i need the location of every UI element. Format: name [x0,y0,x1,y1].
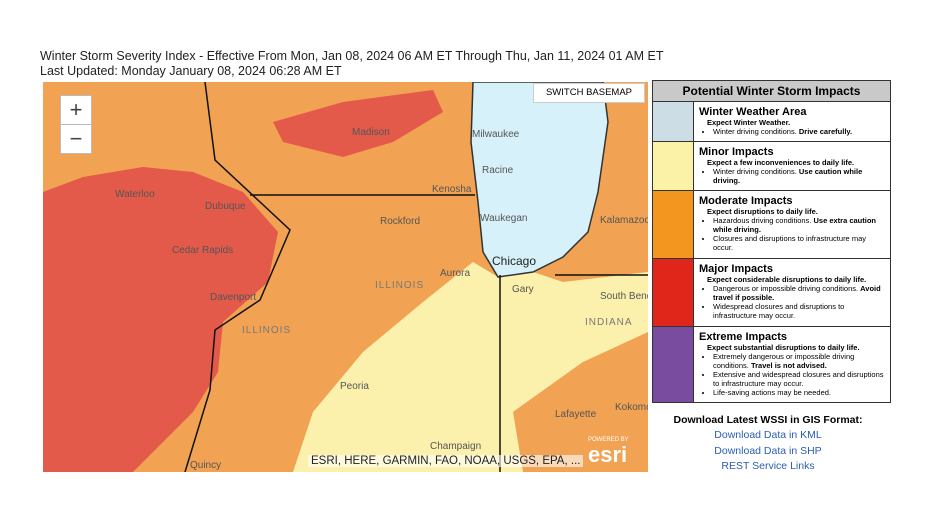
legend-row: Minor Impacts Expect a few inconveniences… [653,142,890,191]
place-label: Waukegan [480,213,528,224]
bullet-bold: Avoid travel if possible. [713,284,881,302]
legend-row: Major Impacts Expect considerable disrupt… [653,259,890,327]
impact-summary: Expect disruptions to daily life. [707,207,818,216]
bullet-text: Winter driving conditions. [713,167,797,176]
title: Winter Storm Severity Index - Effective … [40,49,664,63]
place-label: Cedar Rapids [172,245,234,256]
place-label: Rockford [380,216,421,227]
place-label: Aurora [440,268,471,279]
impact-bullets: Hazardous driving conditions. Use extra … [699,216,886,252]
place-label: Kalamazoo [600,215,648,226]
impact-bullets: Extremely dangerous or impossible drivin… [699,352,886,397]
legend-text: Minor Impacts Expect a few inconveniences… [694,142,890,190]
place-label: Waterloo [115,189,155,200]
map[interactable]: + − SWITCH BASEMAP ESRI, HERE, GARMIN, F… [43,82,648,472]
place-label: Chicago [492,254,537,268]
basemap-button[interactable]: SWITCH BASEMAP [533,83,645,103]
bullet-bold: Use extra caution while driving. [713,216,877,234]
legend-row: Moderate Impacts Expect disruptions to da… [653,191,890,259]
impact-summary: Expect Winter Weather. [707,118,791,127]
legend-swatch [653,327,694,402]
bullet: Dangerous or impossible driving conditio… [713,284,886,302]
impact-name: Major Impacts [699,263,773,275]
download-link[interactable]: REST Service Links [721,460,815,472]
legend: Potential Winter Storm Impacts Winter We… [652,80,891,403]
bullet-text: Closures and disruptions to infrastructu… [713,234,866,252]
place-label: Champaign [430,441,482,452]
place-label: Madison [352,127,390,138]
place-label: Quincy [190,460,222,471]
legend-swatch [653,102,694,141]
place-label: Kokomo [615,402,648,413]
bullet: Winter driving conditions. Drive careful… [713,127,852,136]
bullet: Life-saving actions may be needed. [713,388,886,397]
place-label: Gary [512,284,534,295]
impact-name: Moderate Impacts [699,195,793,207]
legend-text: Moderate Impacts Expect disruptions to da… [694,191,890,258]
place-label: Davenport [210,292,257,303]
impact-summary: Expect considerable disruptions to daily… [707,275,867,284]
legend-swatch [653,259,694,326]
bullet-bold: Travel is not advised. [750,361,827,370]
zoom-in[interactable]: + [60,95,92,125]
impact-summary: Expect substantial disruptions to daily … [707,343,860,352]
legend-swatch [653,191,694,258]
place-label: Kenosha [432,184,472,195]
legend-text: Major Impacts Expect considerable disrupt… [694,259,890,326]
place-label: ILLINOIS [242,325,292,336]
updated: Last Updated: Monday January 08, 2024 06… [40,64,342,78]
place-label: Milwaukee [472,129,520,140]
bullet: Winter driving conditions. Use caution w… [713,167,886,185]
logo: esri [588,442,628,467]
place-label: INDIANA [585,317,633,328]
bullet-text: Extremely dangerous or impossible drivin… [713,352,855,370]
bullet: Closures and disruptions to infrastructu… [713,234,886,252]
bullet: Hazardous driving conditions. Use extra … [713,216,886,234]
impact-bullets: Winter driving conditions. Drive careful… [699,127,852,136]
attribution: ESRI, HERE, GARMIN, FAO, NOAA, USGS, EPA… [308,455,584,467]
bullet-bold: Use caution while driving. [713,167,863,185]
map-canvas [43,82,648,472]
impact-name: Winter Weather Area [699,106,807,118]
bullet-text: Extensive and widespread closures and di… [713,370,884,388]
download-link[interactable]: Download Data in KML [714,429,822,441]
legend-row: Extreme Impacts Expect substantial disrup… [653,327,890,402]
impact-name: Extreme Impacts [699,331,788,343]
bullet: Extremely dangerous or impossible drivin… [713,352,886,370]
bullet-text: Dangerous or impossible driving conditio… [713,284,859,293]
bullet: Extensive and widespread closures and di… [713,370,886,388]
place-label: Peoria [340,381,369,392]
bullet-text: Widespread closures and disruptions to i… [713,302,845,320]
bullet-text: Life-saving actions may be needed. [713,388,831,397]
downloads-title: Download Latest WSSI in GIS Format: [673,414,863,426]
place-label: South Bend [600,291,648,302]
impact-name: Minor Impacts [699,146,774,158]
legend-swatch [653,142,694,190]
impact-summary: Expect a few inconveniences to daily lif… [707,158,855,167]
bullet: Widespread closures and disruptions to i… [713,302,886,320]
download-link[interactable]: Download Data in SHP [714,444,822,457]
bullet-text: Hazardous driving conditions. [713,216,812,225]
impact-bullets: Winter driving conditions. Use caution w… [699,167,886,185]
legend-text: Winter Weather Area Expect Winter Weather… [694,102,856,141]
place-label: Racine [482,165,514,176]
legend-row: Winter Weather Area Expect Winter Weather… [653,102,890,142]
legend-text: Extreme Impacts Expect substantial disrup… [694,327,890,402]
bullet-text: Winter driving conditions. [713,127,797,136]
bullet-bold: Drive carefully. [798,127,853,136]
powered-by: POWERED BY [588,437,629,443]
place-label: Lafayette [555,409,597,420]
zoom-out[interactable]: − [60,124,92,154]
place-label: ILLINOIS [375,280,425,291]
place-label: Dubuque [205,201,246,212]
legend-title: Potential Winter Storm Impacts [653,81,890,102]
impact-bullets: Dangerous or impossible driving conditio… [699,284,886,320]
